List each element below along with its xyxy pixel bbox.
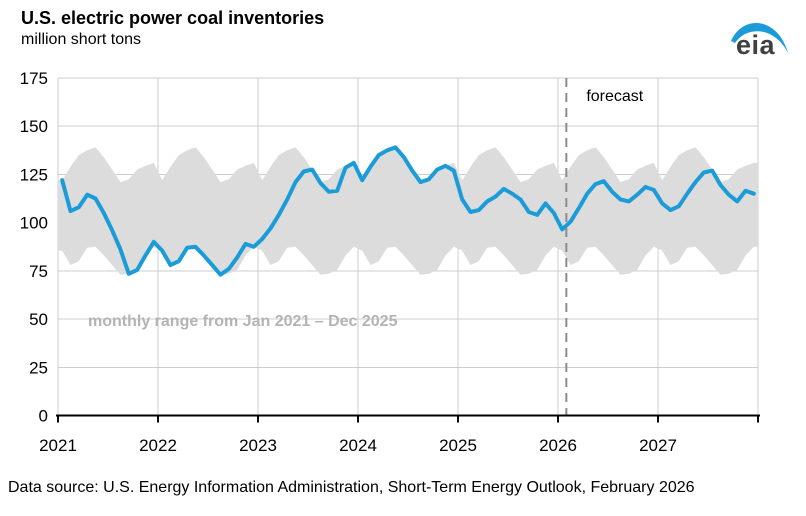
data-source-note: Data source: U.S. Energy Information Adm… xyxy=(8,479,695,496)
y-tick-label: 75 xyxy=(29,262,48,281)
y-tick-label: 100 xyxy=(20,214,48,233)
y-tick-label: 25 xyxy=(29,358,48,377)
eia-logo-text: eia xyxy=(736,30,776,60)
y-tick-label: 125 xyxy=(20,165,48,184)
chart-subtitle: million short tons xyxy=(21,31,142,48)
x-tick-label: 2026 xyxy=(539,436,577,455)
forecast-label: forecast xyxy=(586,88,643,105)
x-tick-label: 2025 xyxy=(439,436,477,455)
y-tick-label: 50 xyxy=(29,310,48,329)
x-tick-label: 2022 xyxy=(139,436,177,455)
x-tick-label: 2021 xyxy=(39,436,77,455)
chart-title: U.S. electric power coal inventories xyxy=(21,8,325,28)
y-tick-label: 175 xyxy=(20,70,48,88)
monthly-range-band xyxy=(58,147,758,275)
inventory-line xyxy=(60,145,756,277)
y-tick-label: 150 xyxy=(20,117,48,136)
y-tick-label: 0 xyxy=(39,407,48,426)
x-tick-label: 2027 xyxy=(639,436,677,455)
x-tick-label: 2023 xyxy=(239,436,277,455)
x-tick-label: 2024 xyxy=(339,436,377,455)
range-band-label: monthly range from Jan 2021 – Dec 2025 xyxy=(88,313,398,330)
eia-logo: eia xyxy=(731,23,788,60)
chart-canvas: 0 25 50 75 100 125 150 175 monthly range from Ja… xyxy=(20,70,760,455)
eia-logo-swoosh-icon xyxy=(731,23,788,53)
